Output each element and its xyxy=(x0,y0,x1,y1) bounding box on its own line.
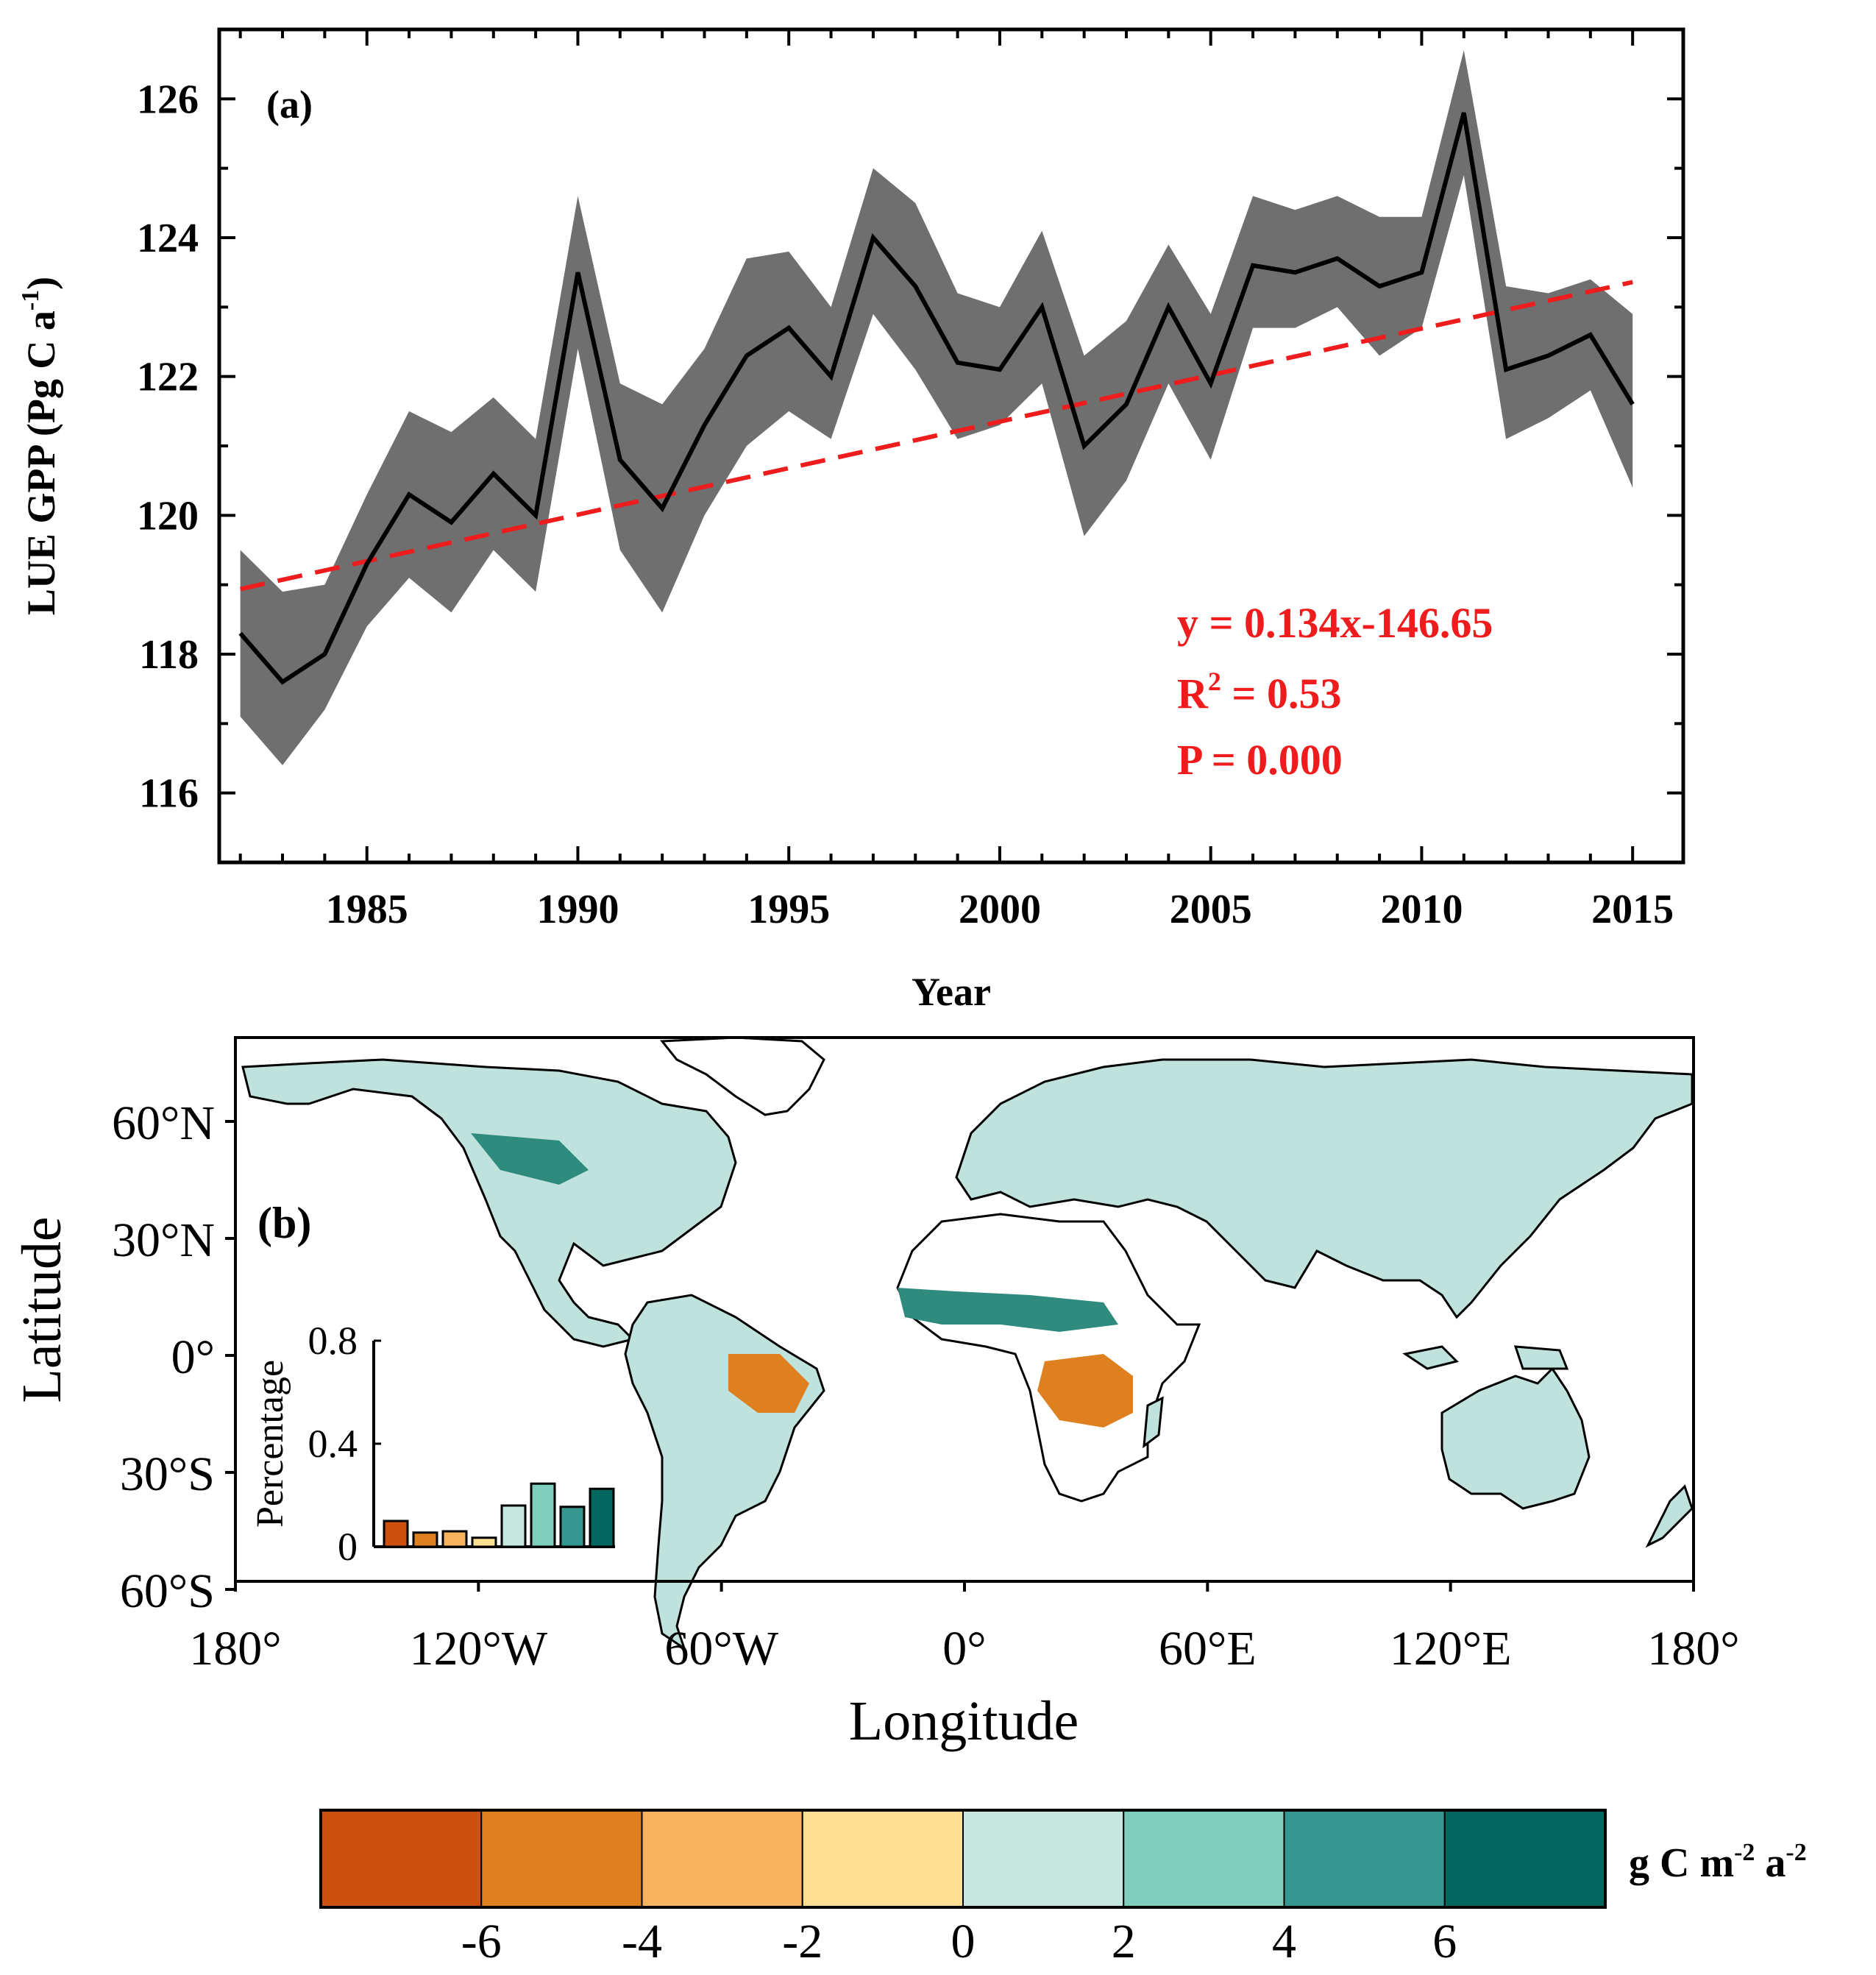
lon-tick-label: 60°E xyxy=(1159,1622,1257,1676)
y-axis-ticks: 116 118 120 122 124 126 xyxy=(137,28,1683,864)
x-tick-label: 1995 xyxy=(747,887,830,932)
p-value: P = 0.000 xyxy=(1177,736,1343,784)
land-masses xyxy=(241,1036,1694,1651)
inset-bar xyxy=(441,1530,468,1548)
regression-annotation: y = 0.134x-146.65 R2 = 0.53 P = 0.000 xyxy=(1177,599,1493,784)
x-axis-title: Year xyxy=(912,970,991,1014)
y-tick-label: 116 xyxy=(139,771,199,817)
inset-bar-chart: 0 0.4 0.8 Percentage xyxy=(249,1319,615,1569)
panel-b-label: (b) xyxy=(257,1199,311,1247)
uncertainty-band xyxy=(240,50,1633,765)
inset-tick-label: 0 xyxy=(338,1525,358,1569)
longitude-ticks: 180° 120°W 60°W 0° 60°E 120°E 180° xyxy=(189,1581,1740,1676)
inset-tick-label: 0.4 xyxy=(308,1422,358,1466)
inset-y-axis-title: Percentage xyxy=(249,1360,291,1528)
colorbar-tick-label: 0 xyxy=(951,1915,976,1968)
colorbar-cell xyxy=(962,1809,1125,1908)
inset-bar xyxy=(589,1487,615,1548)
colorbar-cell xyxy=(1443,1809,1606,1908)
inset-y-ticks: 0 0.4 0.8 xyxy=(308,1319,381,1569)
x-tick-label: 1985 xyxy=(326,887,408,932)
colorbar-cell xyxy=(1123,1809,1285,1908)
y-axis-title: LUE GPP (Pg C a-1) xyxy=(17,277,63,615)
madagascar xyxy=(1143,1396,1164,1449)
australia xyxy=(1440,1366,1591,1510)
regression-equation: y = 0.134x-146.65 xyxy=(1177,599,1493,647)
inset-bar xyxy=(559,1506,586,1548)
lon-tick-label: 60°W xyxy=(664,1622,778,1676)
africa xyxy=(896,1213,1201,1503)
colorbar-unit: g C m-2 a-2 xyxy=(1629,1839,1807,1886)
sahel-band xyxy=(898,1288,1118,1332)
y-tick-label: 120 xyxy=(137,493,199,539)
brazil-decline xyxy=(728,1354,809,1413)
lat-tick-label: 60°N xyxy=(112,1096,215,1150)
x-tick-label: 2005 xyxy=(1170,887,1252,932)
colorbar-cell xyxy=(320,1809,483,1908)
north-america-increase xyxy=(471,1133,589,1185)
colorbar-tick-label: 2 xyxy=(1112,1915,1136,1968)
indonesia xyxy=(1402,1345,1569,1370)
x-axis-ticks: 1985 1990 1995 2000 2005 2010 2015 xyxy=(238,29,1674,932)
colorbar-tick-label: -4 xyxy=(622,1915,662,1968)
longitude-axis-title: Longitude xyxy=(849,1690,1079,1752)
colorbar-cells xyxy=(320,1809,1606,1908)
lon-tick-label: 120°W xyxy=(409,1622,547,1676)
inset-bar xyxy=(412,1531,438,1548)
colorbar-tick-label: -6 xyxy=(461,1915,502,1968)
colorbar-cell xyxy=(641,1809,803,1908)
lon-tick-label: 0° xyxy=(942,1622,986,1676)
inset-bar xyxy=(530,1482,556,1548)
lon-tick-label: 180° xyxy=(1647,1622,1739,1676)
colorbar-cell xyxy=(480,1809,643,1908)
south-america xyxy=(624,1294,825,1651)
y-tick-label: 126 xyxy=(137,77,199,122)
inset-bar xyxy=(500,1504,527,1548)
lon-tick-label: 180° xyxy=(189,1622,281,1676)
inset-bars xyxy=(383,1482,615,1548)
new-zealand xyxy=(1645,1484,1694,1548)
colorbar-tick-label: 4 xyxy=(1272,1915,1296,1968)
colorbar-tick-label: 6 xyxy=(1432,1915,1457,1968)
colorbar-tick-label: -2 xyxy=(782,1915,822,1968)
inset-bar xyxy=(471,1536,497,1548)
panel-b-map: 180° 120°W 60°W 0° 60°E 120°E 180° 60°N 30°N 0° 3… xyxy=(11,1036,1740,1752)
x-tick-label: 2010 xyxy=(1380,887,1463,932)
latitude-axis-title: Latitude xyxy=(11,1216,73,1403)
lat-tick-label: 0° xyxy=(171,1330,215,1384)
colorbar-frame xyxy=(319,1809,1607,1909)
southern-africa-decline xyxy=(1037,1354,1133,1428)
latitude-ticks: 60°N 30°N 0° 30°S 60°S xyxy=(112,1096,235,1618)
north-america xyxy=(241,1058,737,1348)
y-tick-label: 122 xyxy=(137,355,199,400)
x-tick-label: 2000 xyxy=(959,887,1041,932)
panel-a-label: (a) xyxy=(266,82,313,127)
trend-line xyxy=(240,280,1633,592)
greenland xyxy=(659,1036,825,1116)
panel-a-line-chart: 1985 1990 1995 2000 2005 2010 2015 116 118 120 12… xyxy=(17,27,1685,1014)
lat-tick-label: 30°N xyxy=(112,1213,215,1267)
y-tick-label: 118 xyxy=(139,632,199,678)
colorbar-cell xyxy=(1283,1809,1446,1908)
colorbar-ticks: -6 -4 -2 0 2 4 6 xyxy=(461,1915,1457,1968)
colorbar: -6 -4 -2 0 2 4 6 g C m-2 a-2 xyxy=(319,1809,1807,1968)
colorbar-cell xyxy=(801,1809,964,1908)
inset-tick-label: 0.8 xyxy=(308,1319,358,1363)
y-tick-label: 124 xyxy=(137,216,199,261)
r-squared: R2 = 0.53 xyxy=(1177,667,1341,717)
x-tick-label: 1990 xyxy=(536,887,619,932)
x-tick-label: 2015 xyxy=(1591,887,1674,932)
inset-bar xyxy=(383,1520,409,1548)
lat-tick-label: 30°S xyxy=(120,1447,215,1501)
lat-tick-label: 60°S xyxy=(120,1564,215,1618)
gpp-series-line xyxy=(238,112,1635,685)
lon-tick-label: 120°E xyxy=(1390,1622,1512,1676)
eurasia xyxy=(955,1058,1694,1319)
